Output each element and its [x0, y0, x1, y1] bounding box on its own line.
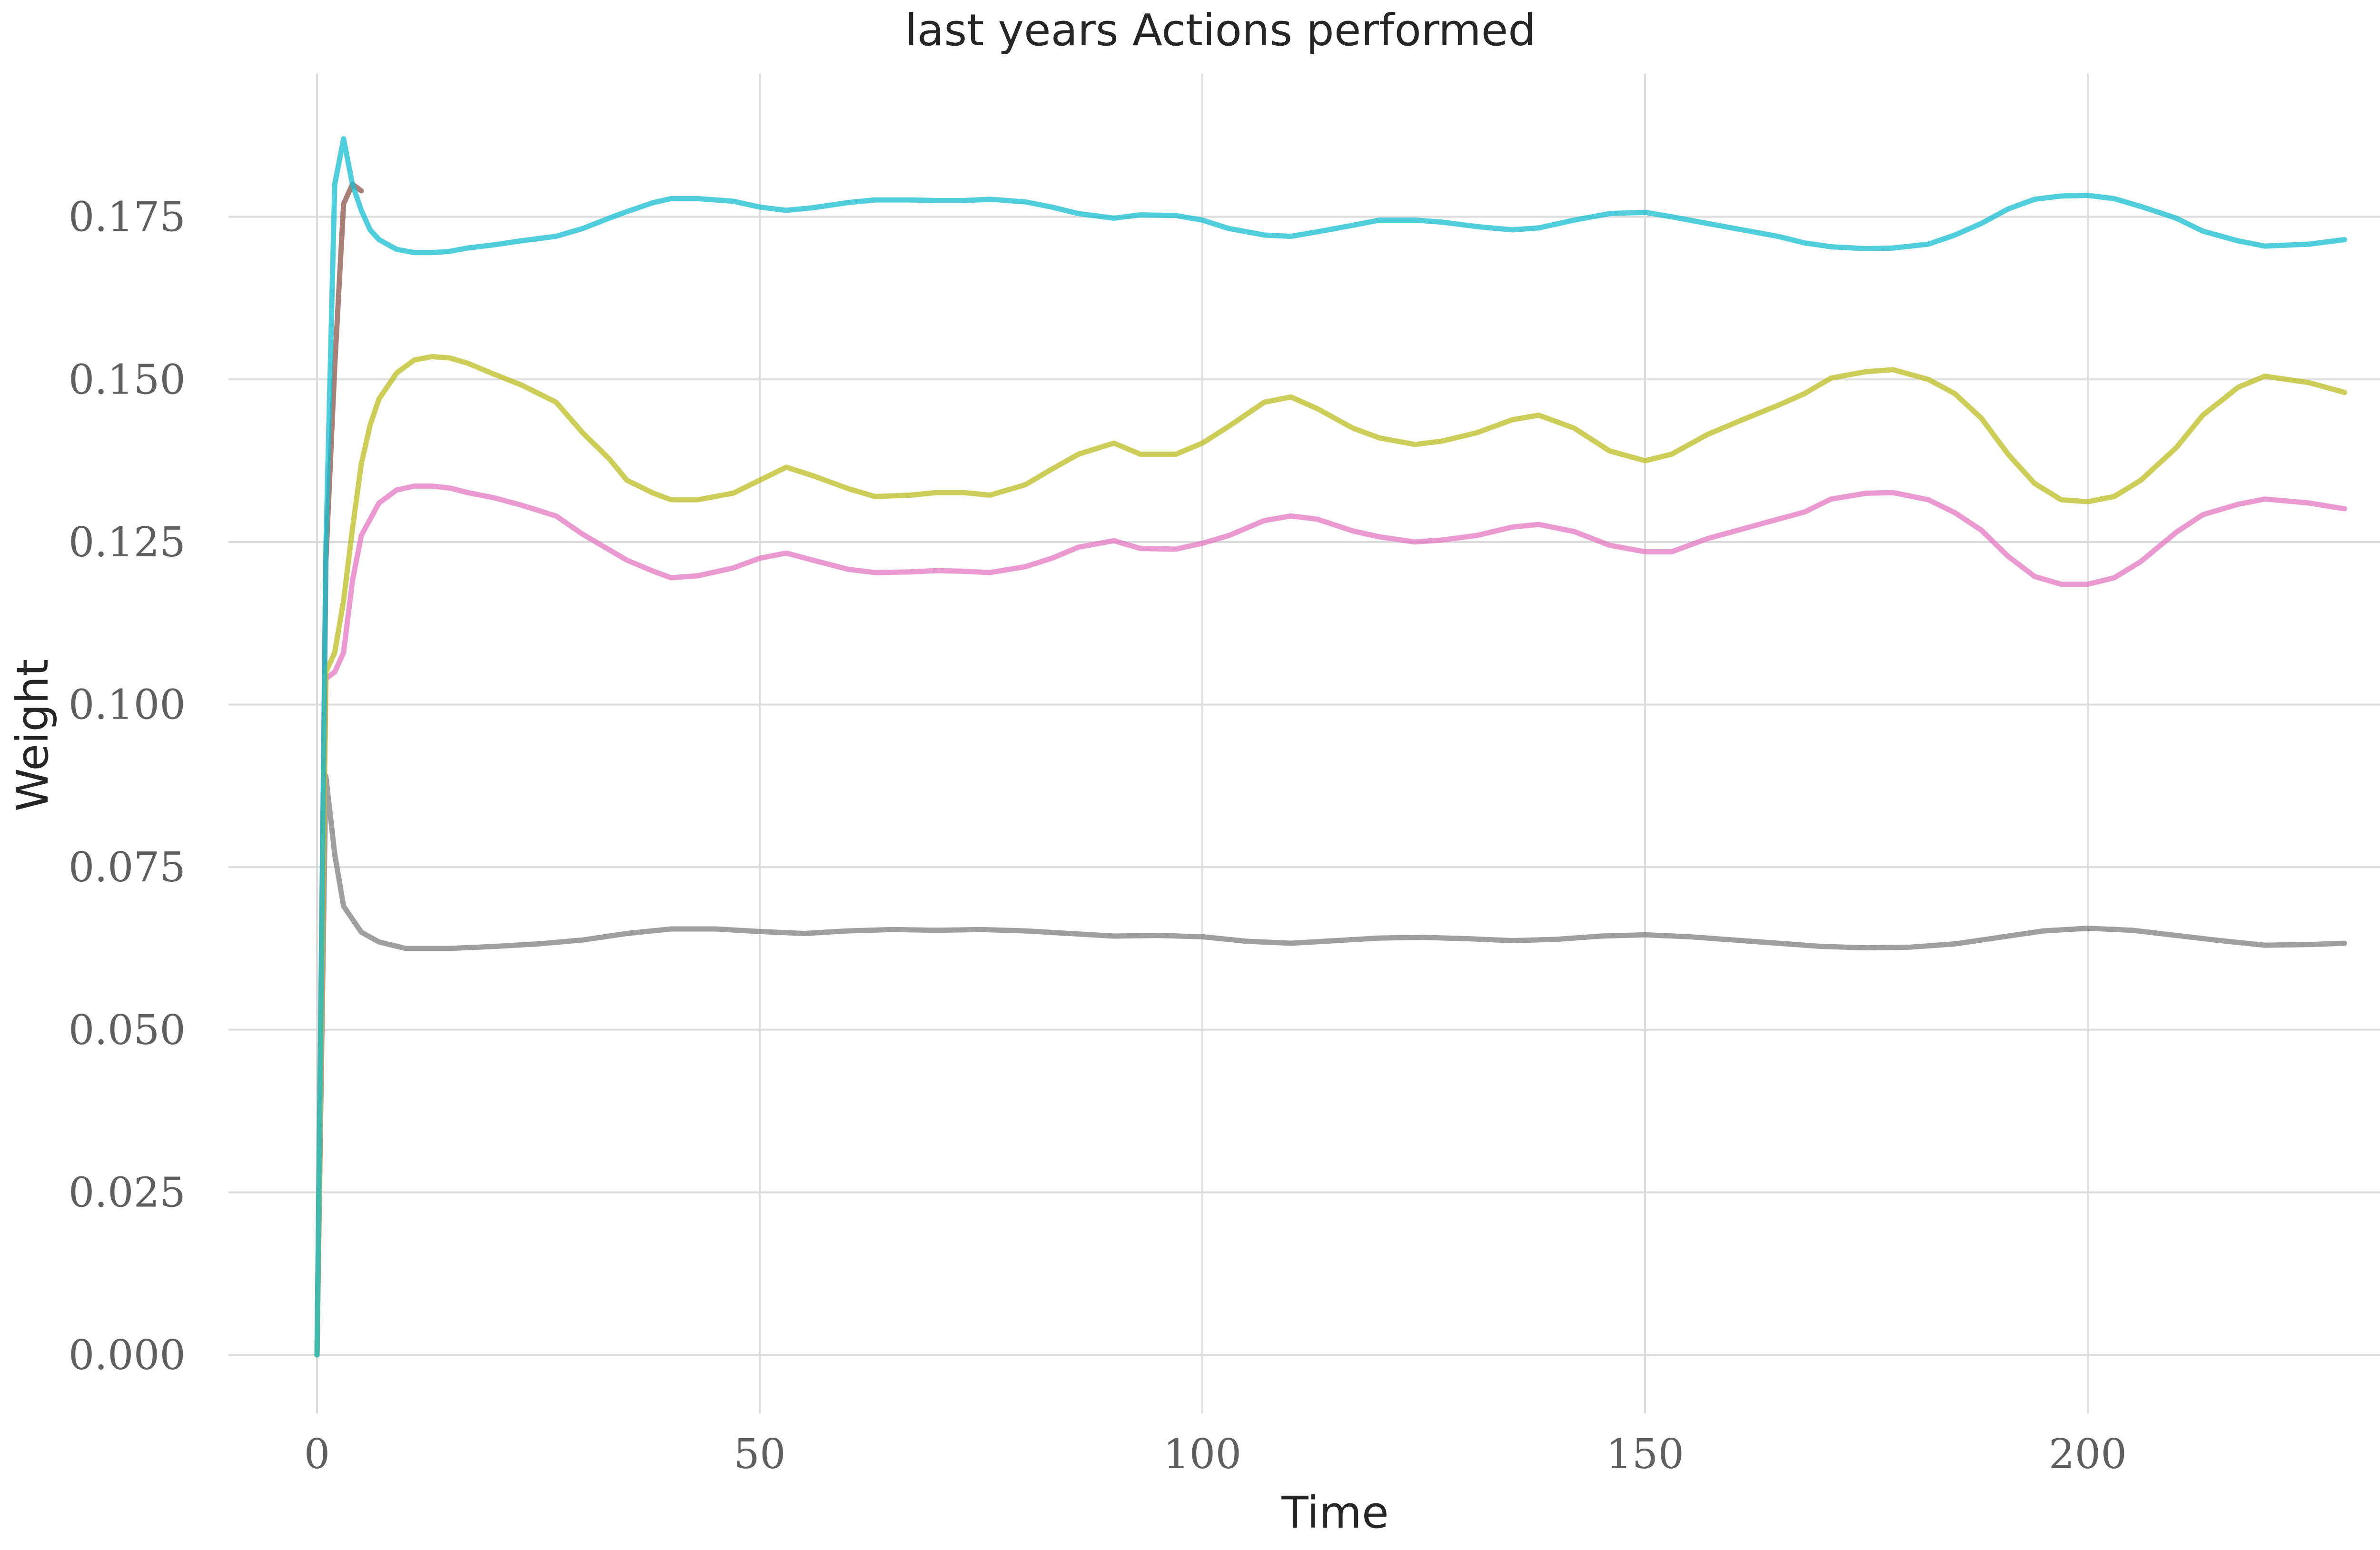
y-tick-label: 0.000	[69, 1332, 186, 1379]
gridlines	[228, 74, 2380, 1413]
series-line-4	[314, 136, 2347, 1358]
series-line-3	[314, 354, 2347, 1358]
x-tick-labels: 0 50 100 150 200	[304, 1431, 2127, 1478]
series-lines	[314, 136, 2347, 1358]
x-tick-label: 50	[734, 1431, 785, 1478]
chart-title: last years Actions performed	[905, 5, 1536, 56]
x-tick-label: 150	[1606, 1431, 1684, 1478]
x-tick-label: 200	[2049, 1431, 2127, 1478]
y-tick-label: 0.075	[69, 844, 186, 891]
x-tick-label: 0	[304, 1431, 330, 1478]
y-tick-label: 0.050	[69, 1007, 186, 1054]
y-tick-label: 0.175	[69, 194, 186, 241]
y-tick-label: 0.025	[69, 1169, 186, 1216]
y-axis-label: Weight	[7, 659, 58, 812]
x-axis-label: Time	[1281, 1487, 1388, 1538]
y-tick-label: 0.100	[69, 681, 186, 729]
y-tick-label: 0.150	[69, 356, 186, 404]
x-tick-label: 100	[1163, 1431, 1241, 1478]
y-tick-labels: 0.000 0.025 0.050 0.075 0.100 0.125 0.150 0.175	[69, 194, 186, 1379]
series-line-2	[314, 483, 2347, 1358]
series-line-1	[314, 773, 2347, 1358]
y-tick-label: 0.125	[69, 519, 186, 566]
